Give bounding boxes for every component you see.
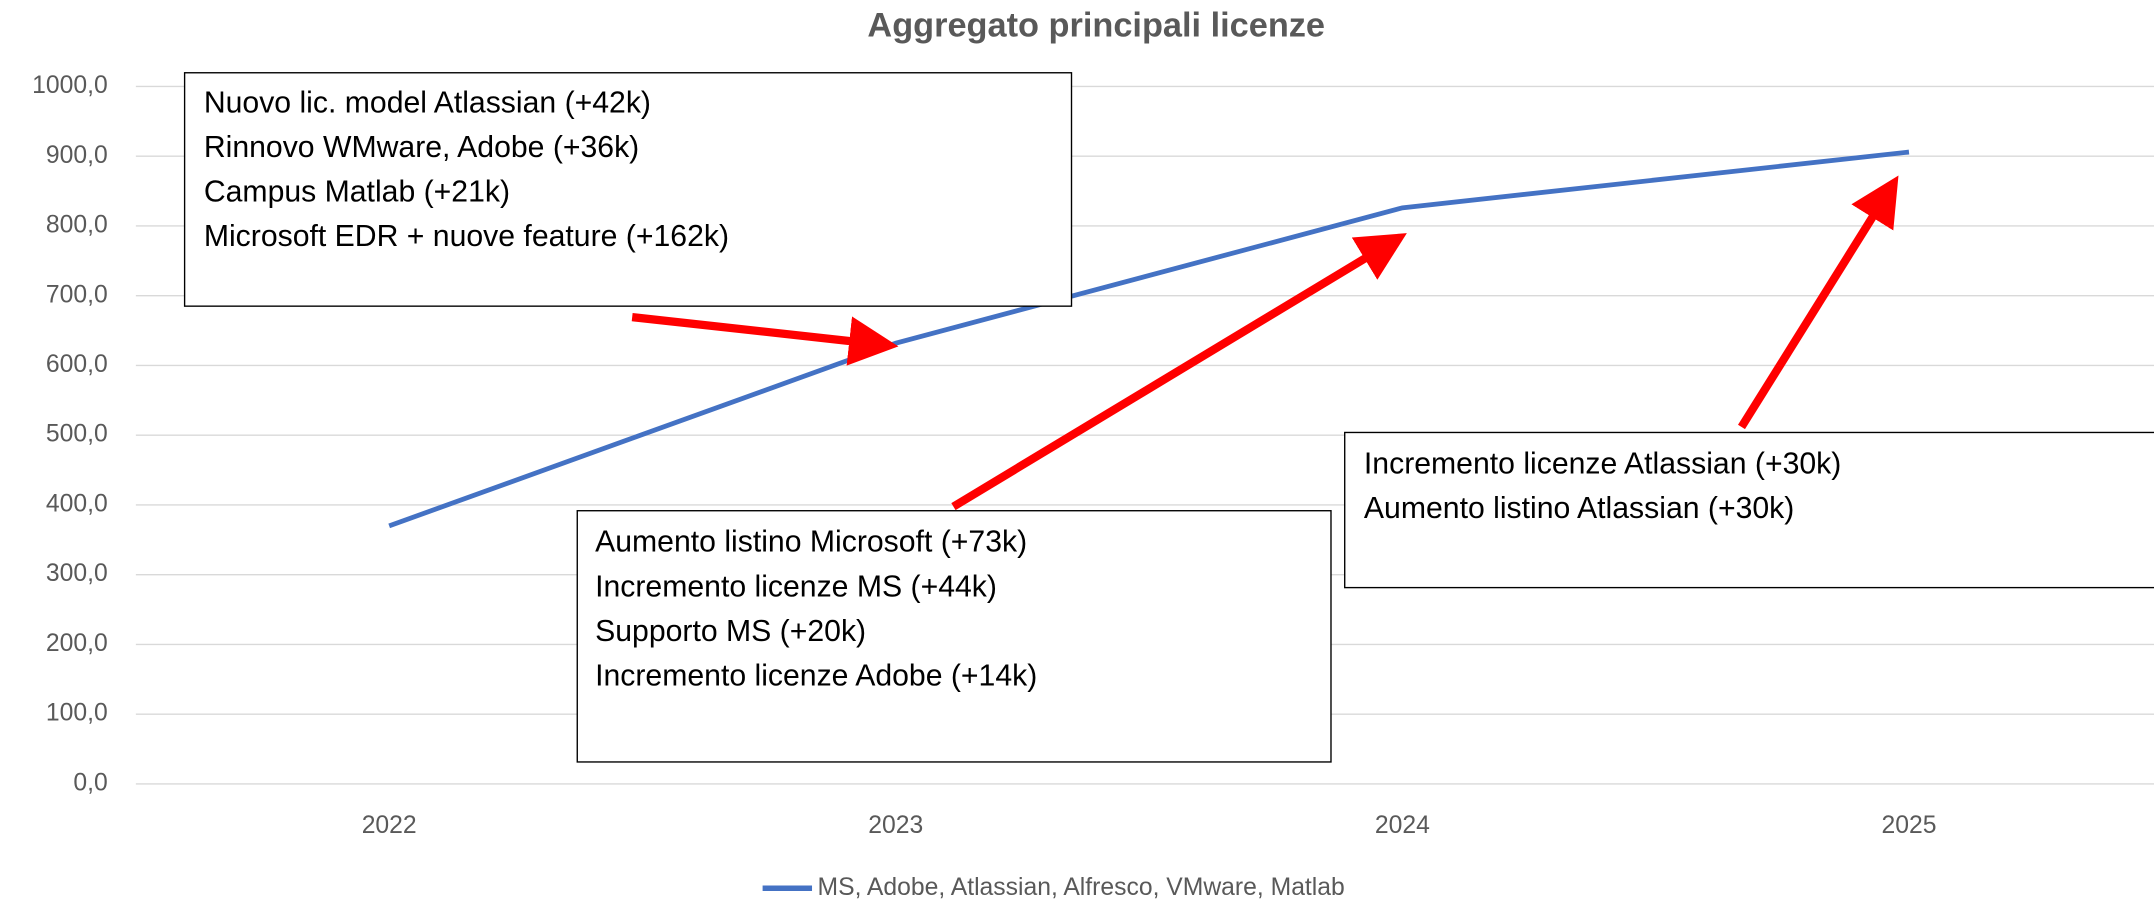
grid: 0,0 100,0 200,0 300,0 400,0 500,0 600,0 700,0 80… bbox=[32, 72, 2154, 839]
annotation-text: Incremento licenze Atlassian (+30k) bbox=[1364, 447, 1841, 480]
arrow bbox=[1737, 175, 1899, 430]
legend-label: MS, Adobe, Atlassian, Alfresco, VMware, … bbox=[818, 874, 1345, 901]
annotation-text: Incremento licenze MS (+44k) bbox=[595, 570, 997, 603]
y-tick-label: 800,0 bbox=[46, 212, 108, 239]
annotation-text: Microsoft EDR + nuove feature (+162k) bbox=[204, 220, 729, 253]
y-tick-label: 200,0 bbox=[46, 630, 108, 657]
arrow bbox=[631, 313, 899, 366]
annotation-box bbox=[1344, 431, 2154, 589]
y-tick-label: 0,0 bbox=[73, 769, 107, 796]
annotation-box bbox=[183, 72, 1073, 307]
series-line bbox=[388, 149, 1910, 529]
x-tick-label: 2024 bbox=[1375, 812, 1430, 839]
annotation-text: Rinnovo WMware, Adobe (+36k) bbox=[204, 131, 639, 164]
annotation-text: Campus Matlab (+21k) bbox=[204, 176, 510, 209]
y-tick-label: 100,0 bbox=[46, 700, 108, 727]
plot bbox=[388, 149, 1910, 529]
x-tick-label: 2022 bbox=[362, 812, 417, 839]
arrow bbox=[951, 233, 1407, 511]
y-tick-label: 500,0 bbox=[46, 421, 108, 448]
annotation-text: Supporto MS (+20k) bbox=[595, 615, 866, 648]
y-tick-label: 600,0 bbox=[46, 351, 108, 378]
y-tick-label: 300,0 bbox=[46, 560, 108, 587]
annotation-text: Incremento licenze Adobe (+14k) bbox=[595, 660, 1037, 693]
y-tick-label: 400,0 bbox=[46, 490, 108, 517]
x-tick-label: 2023 bbox=[868, 812, 923, 839]
annotation-text: Aumento listino Microsoft (+73k) bbox=[595, 526, 1027, 559]
y-tick-label: 900,0 bbox=[46, 142, 108, 169]
annotations: Nuovo lic. model Atlassian (+42k) Rinnovo… bbox=[204, 86, 1841, 692]
annotation-box bbox=[576, 510, 1332, 763]
annotation-text: Nuovo lic. model Atlassian (+42k) bbox=[204, 86, 651, 119]
y-tick-label: 700,0 bbox=[46, 281, 108, 308]
x-tick-label: 2025 bbox=[1881, 812, 1936, 839]
y-tick-label: 1000,0 bbox=[32, 72, 108, 99]
annotation-text: Aumento listino Atlassian (+30k) bbox=[1364, 492, 1794, 525]
chart-title: Aggregato principali licenze bbox=[867, 7, 1325, 45]
